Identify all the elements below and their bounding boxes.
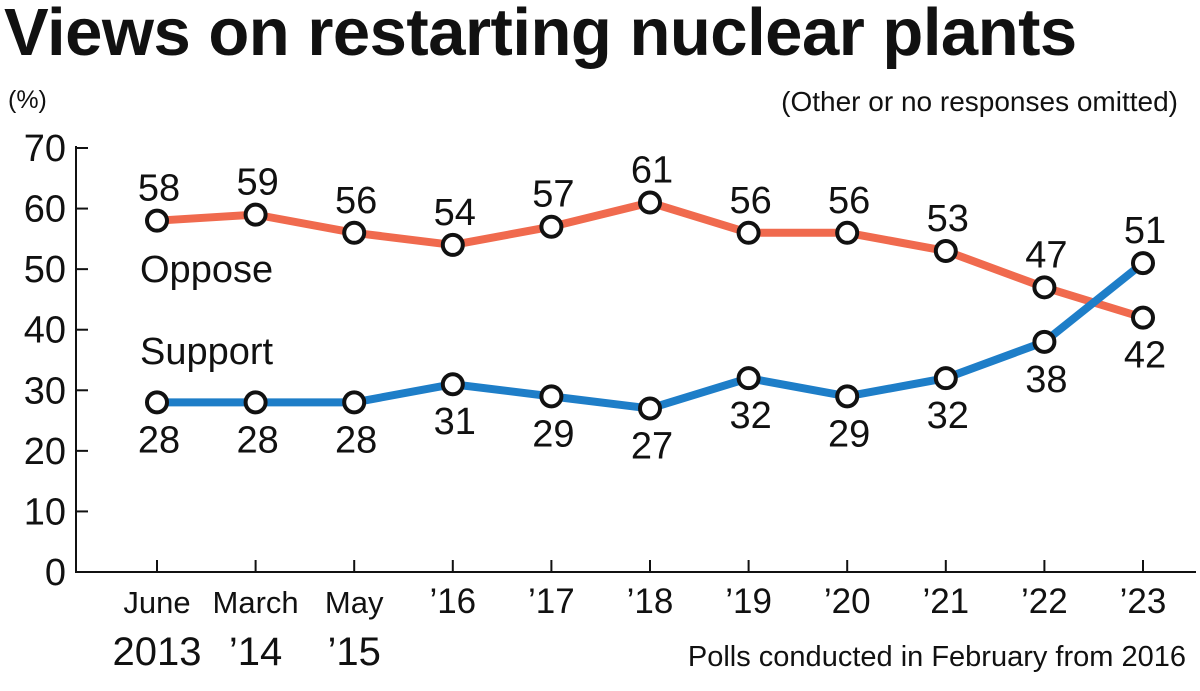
x-tick-label: ’18 [627, 582, 674, 621]
y-tick-label: 20 [24, 431, 66, 473]
chart-footnote: Polls conducted in February from 2016 [687, 641, 1186, 673]
data-point-support [145, 390, 169, 415]
data-point-oppose [539, 214, 564, 239]
series-line-support [153, 259, 1147, 413]
data-label-support: 28 [335, 419, 377, 461]
data-point-support [440, 372, 465, 397]
data-point-support [933, 366, 958, 391]
y-tick-label: 10 [24, 491, 66, 533]
x-tick-label: ’17 [528, 582, 575, 621]
data-label-support: 28 [236, 419, 278, 461]
data-label-support: 28 [138, 419, 180, 461]
data-label-oppose: 47 [1025, 234, 1067, 276]
x-tick-label: ’21 [922, 582, 969, 621]
x-tick-label: March [213, 585, 299, 620]
data-label-oppose: 42 [1124, 335, 1166, 377]
series-label-oppose: Oppose [140, 249, 273, 291]
data-label-support: 32 [729, 395, 771, 437]
data-point-support [638, 396, 662, 421]
data-label-support: 27 [631, 425, 673, 467]
data-label-oppose: 53 [927, 198, 969, 240]
data-label-oppose: 57 [532, 174, 574, 216]
data-point-oppose [1032, 275, 1057, 300]
chart-title: Views on restarting nuclear plants [4, 0, 1077, 70]
data-label-support: 32 [927, 395, 969, 437]
y-tick-label: 70 [24, 128, 66, 170]
data-point-support [342, 390, 367, 415]
data-point-support [1131, 251, 1155, 276]
data-point-oppose [440, 232, 465, 257]
data-label-oppose: 56 [828, 180, 870, 222]
data-label-support: 38 [1025, 359, 1067, 401]
x-tick-label: ’15 [328, 630, 381, 674]
y-tick-label: 60 [24, 189, 66, 231]
data-label-oppose: 54 [434, 192, 476, 234]
data-point-oppose [638, 190, 662, 215]
x-tick-label: ’16 [429, 582, 476, 621]
y-axis-unit: (%) [8, 86, 47, 114]
data-point-oppose [933, 238, 958, 263]
x-tick-label: ’20 [824, 582, 871, 621]
series-label-support: Support [140, 331, 274, 373]
x-tick-label: June [123, 585, 190, 620]
data-label-oppose: 58 [138, 168, 180, 210]
data-label-oppose: 61 [631, 150, 673, 192]
data-point-oppose [243, 202, 268, 227]
data-label-oppose: 59 [236, 162, 278, 204]
data-point-oppose [1131, 305, 1155, 330]
data-point-oppose [736, 220, 761, 245]
y-tick-label: 0 [45, 552, 66, 594]
data-point-oppose [145, 208, 169, 233]
data-label-oppose: 56 [335, 180, 377, 222]
data-label-support: 31 [434, 401, 476, 443]
x-tick-label: May [325, 585, 384, 620]
x-tick-label: ’19 [725, 582, 772, 621]
data-label-support: 51 [1124, 210, 1166, 252]
y-tick-label: 50 [24, 249, 66, 291]
data-point-support [243, 390, 268, 415]
data-point-support [736, 366, 761, 391]
data-point-support [539, 384, 564, 409]
data-label-support: 29 [532, 413, 574, 455]
y-tick-label: 40 [24, 310, 66, 352]
data-label-oppose: 56 [729, 180, 771, 222]
x-tick-label: 2013 [113, 630, 202, 674]
series-line-oppose [153, 198, 1147, 322]
chart-note: (Other or no responses omitted) [781, 86, 1178, 117]
data-point-support [1032, 329, 1057, 354]
x-tick-label: ’14 [229, 630, 282, 674]
x-tick-label: ’23 [1120, 582, 1167, 621]
data-label-support: 29 [828, 413, 870, 455]
data-point-oppose [835, 220, 860, 245]
y-tick-label: 30 [24, 370, 66, 412]
x-tick-label: ’22 [1021, 582, 1068, 621]
data-point-oppose [342, 220, 367, 245]
data-point-support [835, 384, 860, 409]
